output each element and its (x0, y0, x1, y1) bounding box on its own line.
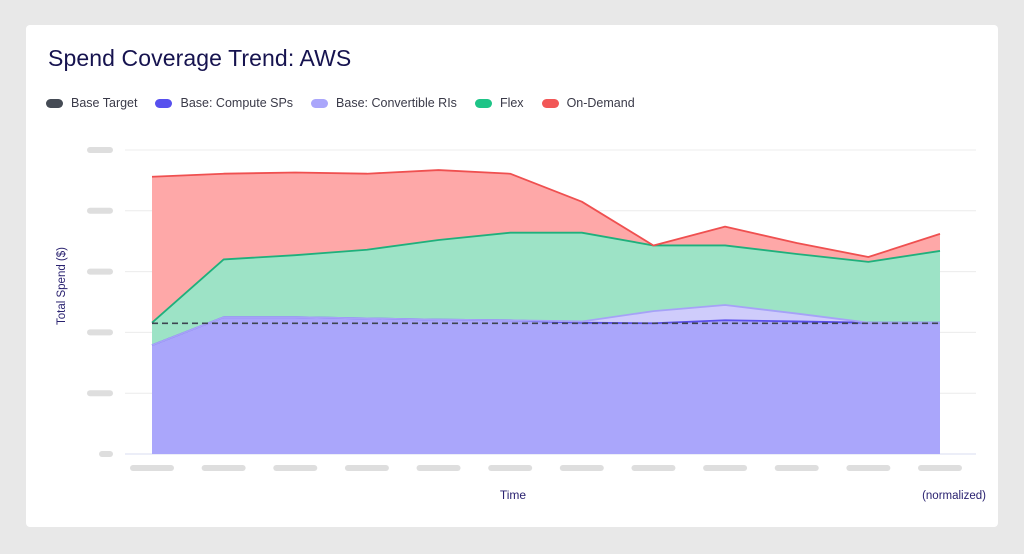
legend-label: On-Demand (566, 96, 635, 110)
y-tick-label (87, 147, 113, 153)
x-axis-note: (normalized) (922, 490, 986, 502)
legend-label: Base Target (71, 96, 138, 110)
chart-title: Spend Coverage Trend: AWS (48, 45, 352, 71)
legend-label: Base: Compute SPs (180, 96, 294, 110)
area-base-compute-sps (152, 317, 940, 454)
x-tick-label (416, 465, 461, 471)
area-on-demand (152, 170, 940, 323)
x-tick-label (130, 465, 174, 471)
x-tick-label (344, 465, 389, 471)
line-base-convertible-ris (151, 304, 940, 347)
legend-label: Base: Convertible RIs (336, 96, 457, 110)
x-axis-label: Time (500, 488, 527, 502)
x-tick-label (918, 465, 962, 471)
y-tick-label (87, 207, 113, 214)
series-areas (152, 170, 940, 454)
x-tick-labels (130, 465, 962, 471)
area-flex (152, 232, 940, 346)
legend-swatch (155, 98, 173, 108)
x-tick-label (631, 465, 676, 471)
area-base-convertible-ris (152, 305, 940, 346)
legend-swatch (46, 98, 63, 108)
y-tick-label (87, 268, 113, 275)
legend-swatch (474, 98, 492, 108)
legend-label: Flex (499, 96, 524, 110)
line-on-demand (151, 169, 941, 258)
series-lines (151, 169, 941, 347)
legend-swatch (541, 98, 559, 108)
chart-legend: Base Target Base: Compute SPs Base: Conv… (46, 96, 653, 110)
y-tick-label (99, 451, 113, 457)
legend-item-on-demand[interactable]: On-Demand (541, 96, 635, 110)
x-tick-label (201, 465, 246, 471)
x-tick-label (774, 465, 819, 471)
x-tick-label (846, 465, 891, 471)
x-tick-label (273, 465, 318, 471)
x-tick-label (559, 465, 604, 471)
y-tick-labels (87, 147, 113, 457)
legend-item-compute-sps[interactable]: Base: Compute SPs (155, 96, 293, 110)
y-tick-label (87, 390, 113, 397)
legend-swatch (311, 98, 329, 108)
line-flex (151, 231, 941, 324)
x-tick-label (488, 465, 533, 471)
y-tick-label (87, 329, 113, 336)
y-axis-label: Total Spend ($) (56, 247, 68, 325)
x-tick-label (703, 465, 748, 471)
legend-item-base-target[interactable]: Base Target (46, 96, 137, 110)
legend-item-flex[interactable]: Flex (474, 96, 524, 110)
legend-item-convertible-ris[interactable]: Base: Convertible RIs (311, 96, 457, 110)
